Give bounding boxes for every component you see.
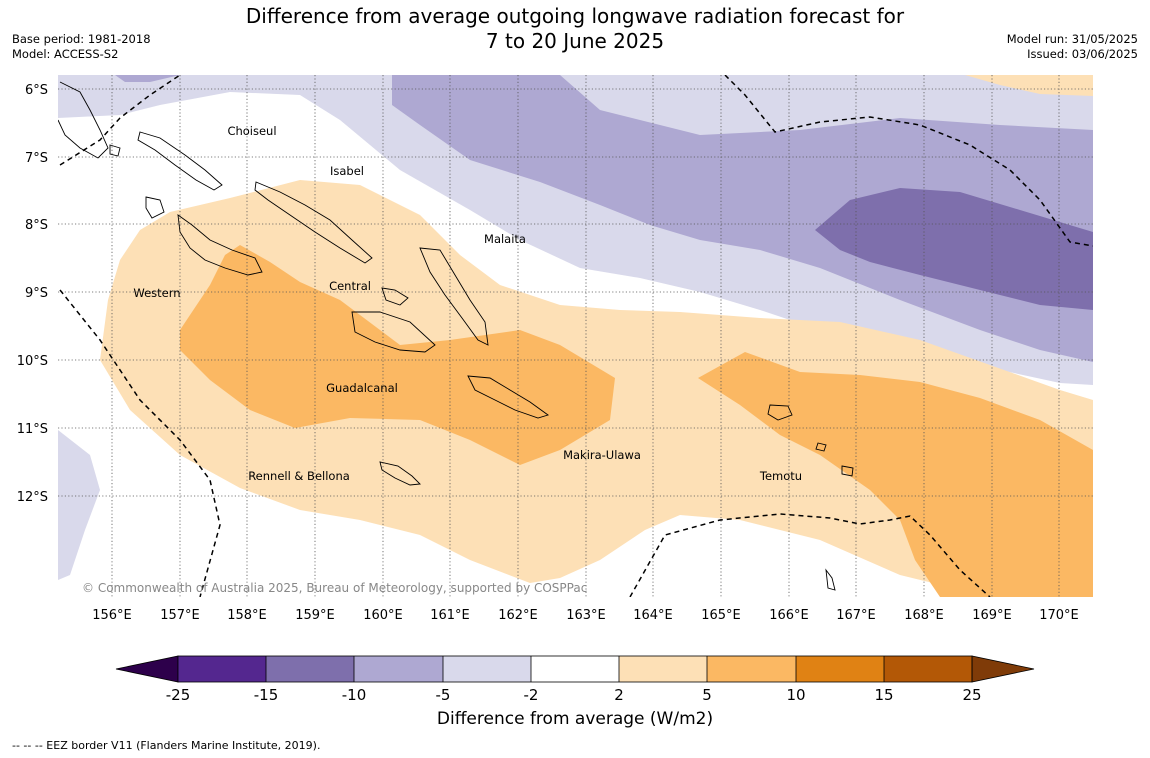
island-new-georgia — [177, 214, 263, 276]
island-rennell — [379, 461, 421, 486]
lat-label-10s: 10°S — [17, 354, 48, 369]
anomaly-core-dark-purple — [815, 188, 1093, 310]
anomaly-band-medium-purple — [392, 75, 1093, 362]
colorbar-label-8: 15 — [874, 686, 893, 704]
island-guadalcanal — [351, 311, 436, 353]
place-western: Western — [133, 286, 180, 300]
island-makira — [467, 375, 550, 419]
colorbar-label-5: 2 — [614, 686, 624, 704]
island-choiseul — [137, 131, 223, 191]
colorbar-segment-7 — [796, 656, 884, 682]
colorbar-label-1: -15 — [254, 686, 279, 704]
gridlines — [58, 75, 1093, 597]
island-utupua — [815, 442, 827, 452]
island-bougainville — [58, 81, 109, 159]
meta-right: Model run: 31/05/2025 Issued: 03/06/2025 — [1007, 32, 1138, 62]
lat-label-6s: 6°S — [25, 83, 48, 98]
model-run: Model run: 31/05/2025 — [1006, 32, 1138, 46]
colorbar-segment-5 — [619, 656, 707, 682]
place-guadalcanal: Guadalcanal — [326, 381, 398, 395]
eez-legend-note: -- -- -- EEZ border V11 (Flanders Marine… — [12, 739, 321, 752]
map-plot-area — [58, 75, 1093, 597]
islands — [58, 81, 854, 591]
model-name: Model: ACCESS-S2 — [12, 47, 119, 61]
colorbar-dividers — [265, 656, 885, 682]
lon-label-157e: 157°E — [160, 608, 200, 623]
lon-label-168e: 168°E — [904, 608, 944, 623]
lon-label-161e: 161°E — [430, 608, 470, 623]
issued-date: Issued: 03/06/2025 — [1027, 47, 1138, 61]
lon-label-160e: 160°E — [363, 608, 403, 623]
colorbar-label-2: -10 — [342, 686, 367, 704]
title-line-1: Difference from average outgoing longwav… — [245, 4, 905, 28]
colorbar-extend-low — [115, 655, 179, 683]
copyright-notice: © Commonwealth of Australia 2025, Bureau… — [82, 581, 587, 595]
colorbar-segment-1 — [266, 656, 354, 682]
island-torres — [825, 568, 836, 591]
lon-label-163e: 163°E — [566, 608, 606, 623]
place-rennell-bellona: Rennell & Bellona — [248, 469, 350, 483]
base-period: Base period: 1981-2018 — [12, 32, 151, 46]
anomaly-patch-light-purple-left — [58, 430, 100, 580]
lon-label-169e: 169°E — [972, 608, 1012, 623]
colorbar-extend-high — [971, 655, 1035, 683]
colorbar-segment-6 — [707, 656, 796, 682]
colorbar-segment-0 — [178, 656, 266, 682]
anomaly-patch-medium-purple-top — [115, 75, 180, 82]
island-malaita — [419, 247, 489, 346]
island-santa-cruz — [767, 404, 793, 421]
colorbar-title: Difference from average (W/m2) — [436, 709, 714, 729]
island-florida — [381, 287, 409, 306]
place-central: Central — [329, 279, 371, 293]
meta-left: Base period: 1981-2018 Model: ACCESS-S2 — [12, 32, 151, 62]
eez-border — [59, 75, 1093, 597]
lon-labels: 156°E 157°E 158°E 159°E 160°E 161°E 162°… — [92, 608, 1079, 623]
colorbar-label-7: 10 — [786, 686, 805, 704]
lat-label-8s: 8°S — [25, 218, 48, 233]
lon-label-165e: 165°E — [701, 608, 741, 623]
lat-label-11s: 11°S — [17, 422, 48, 437]
anomaly-area-medium-orange-west — [180, 245, 615, 465]
colorbar-labels: -25 -15 -10 -5 -2 2 5 10 15 25 — [166, 686, 982, 704]
colorbar-segment-3 — [443, 656, 531, 682]
lat-label-9s: 9°S — [25, 286, 48, 301]
lon-label-170e: 170°E — [1039, 608, 1079, 623]
place-malaita: Malaita — [484, 232, 526, 246]
colorbar-label-4: -2 — [524, 686, 539, 704]
lon-label-164e: 164°E — [633, 608, 673, 623]
lat-label-12s: 12°S — [17, 490, 48, 505]
place-makira-ulawa: Makira-Ulawa — [563, 448, 641, 462]
colorbar-segment-4 — [531, 656, 619, 682]
lat-labels: 6°S 7°S 8°S 9°S 10°S 11°S 12°S — [17, 83, 48, 505]
colorbar-label-9: 25 — [962, 686, 981, 704]
colorbar-label-0: -25 — [166, 686, 191, 704]
anomaly-patch-light-orange-top — [965, 75, 1093, 96]
title-line-2: 7 to 20 June 2025 — [485, 29, 665, 53]
anomaly-area-medium-orange-east — [698, 352, 1093, 597]
chart-title: Difference from average outgoing longwav… — [0, 4, 1150, 54]
colorbar-segment-8 — [884, 656, 972, 682]
lon-label-156e: 156°E — [92, 608, 132, 623]
colorbar: -25 -15 -10 -5 -2 2 5 10 15 25 — [115, 655, 1035, 704]
colorbar-label-3: -5 — [436, 686, 451, 704]
lon-label-159e: 159°E — [295, 608, 335, 623]
colorbar-label-6: 5 — [702, 686, 712, 704]
place-isabel: Isabel — [330, 164, 364, 178]
place-temotu: Temotu — [759, 469, 802, 483]
place-labels: Choiseul Isabel Malaita Central Western … — [133, 124, 802, 483]
lon-label-166e: 166°E — [769, 608, 809, 623]
colorbar-segment-2 — [354, 656, 443, 682]
island-vanikoro — [841, 465, 854, 477]
island-shortland — [109, 144, 121, 157]
island-isabel — [254, 181, 373, 264]
lon-label-167e: 167°E — [836, 608, 876, 623]
colorbar-outline — [177, 655, 973, 683]
place-choiseul: Choiseul — [227, 124, 276, 138]
lon-label-158e: 158°E — [227, 608, 267, 623]
lon-label-162e: 162°E — [498, 608, 538, 623]
lat-label-7s: 7°S — [25, 151, 48, 166]
island-vella-lavella — [145, 196, 165, 219]
